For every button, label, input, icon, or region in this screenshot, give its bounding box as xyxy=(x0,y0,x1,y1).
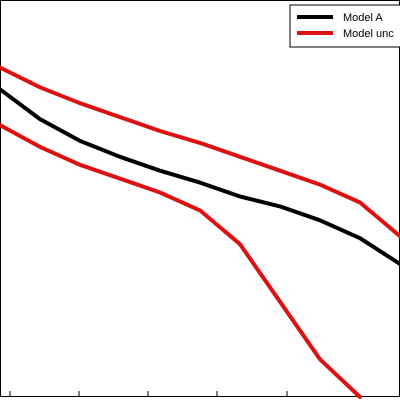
series-line-lower-uncertainty xyxy=(0,123,362,399)
legend-label-model-uncertainty: Model unc xyxy=(343,28,394,40)
legend-label-model-a: Model A xyxy=(343,12,383,24)
series-lines xyxy=(0,65,400,399)
legend-box xyxy=(289,4,400,48)
series-line-model-a xyxy=(0,87,400,266)
series-line-upper-uncertainty xyxy=(0,65,400,239)
legend: Model A Model unc xyxy=(289,4,400,48)
